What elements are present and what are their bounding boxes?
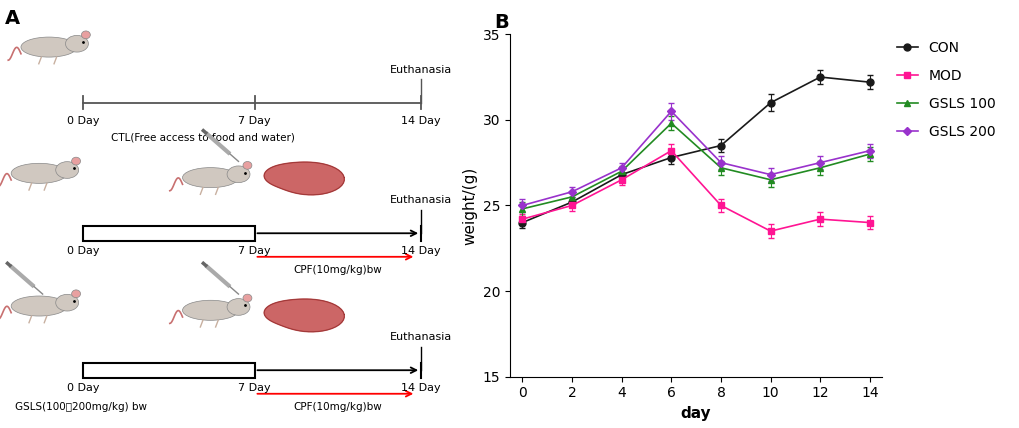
Polygon shape xyxy=(264,162,344,195)
Ellipse shape xyxy=(243,161,252,169)
Ellipse shape xyxy=(243,294,252,302)
FancyBboxPatch shape xyxy=(84,363,255,378)
Text: GSLS(100、200mg/kg) bw: GSLS(100、200mg/kg) bw xyxy=(14,402,147,412)
Ellipse shape xyxy=(56,162,78,178)
Text: CTL(Free access to food and water): CTL(Free access to food and water) xyxy=(111,133,294,143)
Text: B: B xyxy=(494,13,508,32)
Text: Euthanasia: Euthanasia xyxy=(389,196,451,205)
Text: 7 Day: 7 Day xyxy=(238,383,271,393)
Text: Euthanasia: Euthanasia xyxy=(389,65,451,75)
FancyBboxPatch shape xyxy=(84,226,255,241)
Text: A: A xyxy=(5,9,20,27)
Text: 0 Day: 0 Day xyxy=(67,116,100,125)
X-axis label: day: day xyxy=(680,406,711,421)
Text: 7 Day: 7 Day xyxy=(238,246,271,256)
Ellipse shape xyxy=(227,299,250,315)
Text: CPF(10mg/kg)bw: CPF(10mg/kg)bw xyxy=(293,402,382,412)
Text: CPF(10mg/kg)bw: CPF(10mg/kg)bw xyxy=(293,265,382,275)
Ellipse shape xyxy=(82,31,91,39)
Ellipse shape xyxy=(182,300,238,320)
Ellipse shape xyxy=(56,294,78,311)
Ellipse shape xyxy=(21,37,76,57)
Ellipse shape xyxy=(71,290,81,298)
Text: Euthanasia: Euthanasia xyxy=(389,333,451,342)
Ellipse shape xyxy=(71,157,81,165)
Text: 0 Day: 0 Day xyxy=(67,383,100,393)
Ellipse shape xyxy=(182,168,238,187)
Ellipse shape xyxy=(11,163,67,183)
Legend: CON, MOD, GSLS 100, GSLS 200: CON, MOD, GSLS 100, GSLS 200 xyxy=(896,41,995,139)
Text: 7 Day: 7 Day xyxy=(238,116,271,125)
Ellipse shape xyxy=(11,296,67,316)
Text: 14 Day: 14 Day xyxy=(400,383,440,393)
Polygon shape xyxy=(264,299,344,332)
Ellipse shape xyxy=(65,36,89,52)
Text: 14 Day: 14 Day xyxy=(400,246,440,256)
Text: 0 Day: 0 Day xyxy=(67,246,100,256)
Ellipse shape xyxy=(227,166,250,183)
Y-axis label: weight/(g): weight/(g) xyxy=(462,166,477,244)
Text: 14 Day: 14 Day xyxy=(400,116,440,125)
